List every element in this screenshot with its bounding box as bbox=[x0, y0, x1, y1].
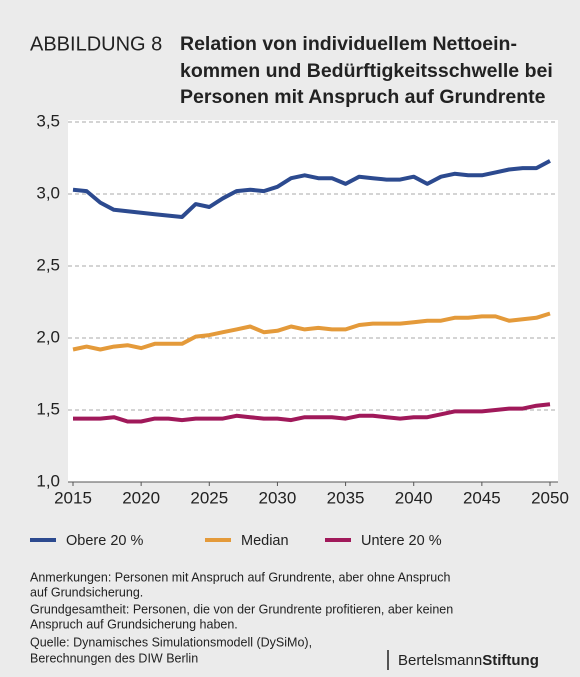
figure-label: ABBILDUNG 8 bbox=[30, 33, 162, 55]
note: Anmerkungen: Personen mit Anspruch auf G… bbox=[30, 570, 450, 584]
x-tick-label: 2015 bbox=[54, 488, 92, 507]
series-line bbox=[72, 159, 551, 219]
x-tick-label: 2025 bbox=[190, 488, 228, 507]
logo-part: Stiftung bbox=[482, 652, 539, 669]
y-tick-label: 2,0 bbox=[36, 327, 60, 346]
legend-label: Median bbox=[241, 533, 289, 549]
note: Grundgesamtheit: Personen, die von der G… bbox=[30, 602, 453, 616]
x-tick-label: 2030 bbox=[259, 488, 297, 507]
y-tick-label: 2,5 bbox=[36, 255, 60, 274]
series-line bbox=[72, 311, 551, 352]
x-tick-label: 2020 bbox=[122, 488, 160, 507]
x-tick-label: 2040 bbox=[395, 488, 433, 507]
y-tick-label: 3,5 bbox=[36, 111, 60, 130]
x-tick-label: 2045 bbox=[463, 488, 501, 507]
chart-title: kommen und Bedürftigkeitsschwelle bei bbox=[180, 60, 553, 82]
logo-part: Bertelsmann bbox=[398, 652, 482, 669]
x-tick-label: 2050 bbox=[531, 488, 569, 507]
y-tick-label: 1,5 bbox=[36, 399, 60, 418]
y-tick-label: 3,0 bbox=[36, 183, 60, 202]
note: auf Grundsicherung. bbox=[30, 585, 143, 599]
chart-title: Personen mit Anspruch auf Grundrente bbox=[180, 86, 546, 108]
note: Anspruch auf Grundsicherung haben. bbox=[30, 617, 238, 631]
chart-title: Relation von individuellem Nettoein- bbox=[180, 33, 517, 55]
note: Quelle: Dynamisches Simulationsmodell (D… bbox=[30, 635, 312, 649]
legend-label: Untere 20 % bbox=[361, 533, 442, 549]
series-line bbox=[73, 402, 551, 424]
logo: BertelsmannStiftung bbox=[398, 652, 539, 669]
y-tick-label: 1,0 bbox=[36, 471, 60, 490]
note: Berechnungen des DIW Berlin bbox=[30, 651, 198, 665]
x-tick-label: 2035 bbox=[327, 488, 365, 507]
legend-label: Obere 20 % bbox=[66, 533, 143, 549]
